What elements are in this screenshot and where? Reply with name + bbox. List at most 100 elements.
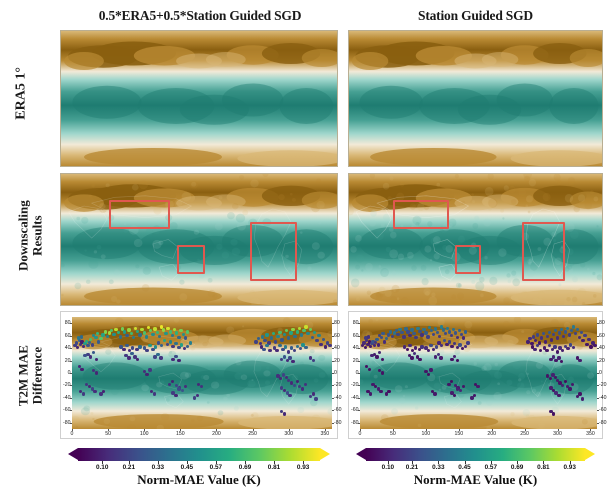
- x-tick-label: 250: [520, 430, 529, 437]
- scatter-point: [180, 343, 184, 347]
- scatter-point: [575, 327, 579, 332]
- scatter-point: [420, 345, 424, 349]
- y-tick-label-right: 60: [334, 332, 340, 339]
- scatter-point: [83, 353, 87, 358]
- scatter-point: [577, 335, 581, 340]
- scatter-point: [74, 341, 79, 345]
- scatter-point: [127, 328, 131, 332]
- scatter-point: [426, 372, 431, 376]
- scatter-point: [103, 330, 107, 334]
- x-tick-mark: [144, 429, 146, 431]
- y-tick-mark-right: [332, 385, 334, 387]
- scatter-point: [170, 333, 175, 338]
- scatter-point: [450, 357, 454, 361]
- y-tick-label-left: 40: [64, 345, 71, 352]
- scatter-point: [276, 334, 280, 338]
- y-tick-mark-left: [358, 410, 360, 412]
- x-tick-mark: [252, 429, 254, 431]
- x-tick-label: 300: [553, 430, 562, 437]
- x-tick-mark: [108, 429, 110, 431]
- scatter-point: [84, 339, 89, 343]
- colorbar-title: Norm-MAE Value (K): [137, 472, 261, 487]
- scatter-point: [424, 331, 428, 335]
- scatter-point: [366, 342, 370, 347]
- colorbar-tick-label: 0.45: [180, 464, 194, 471]
- scatter-point: [371, 382, 375, 386]
- scatter-point: [532, 335, 536, 339]
- scatter-point: [414, 335, 418, 340]
- scatter-point: [403, 345, 407, 349]
- x-tick-mark: [458, 429, 460, 431]
- scatter-point: [295, 344, 300, 348]
- scatter-point: [580, 397, 585, 401]
- scatter-point: [76, 345, 80, 350]
- scatter-point: [259, 345, 263, 349]
- scatter-point: [80, 367, 84, 371]
- scatter-point: [550, 347, 554, 352]
- scatter-point: [575, 356, 579, 360]
- y-tick-label-right: -40: [599, 394, 607, 401]
- x-tick-mark: [590, 429, 592, 431]
- scatter-point: [555, 336, 560, 340]
- y-tick-mark-right: [597, 410, 599, 412]
- scatter-point: [568, 387, 572, 391]
- scatter-point: [325, 341, 330, 345]
- y-tick-label-left: 0: [62, 370, 71, 376]
- x-tick-label: 50: [390, 430, 396, 437]
- scatter-point: [555, 350, 560, 354]
- scatter-point: [136, 357, 140, 361]
- colorbar-tick-mark: [102, 461, 104, 464]
- scatter-point: [453, 342, 457, 346]
- scatter-point: [308, 327, 313, 332]
- scatter-point: [114, 327, 118, 332]
- scatter-point: [376, 343, 381, 347]
- x-tick-label: 350: [320, 430, 330, 437]
- scatter-point: [587, 337, 591, 342]
- scatter-point: [430, 328, 434, 333]
- y-tick-mark-right: [597, 385, 599, 387]
- scatter-point: [130, 352, 134, 356]
- scatter-point: [416, 326, 420, 330]
- scatter-point: [152, 392, 157, 396]
- scatter-point: [473, 382, 477, 386]
- y-tick-mark-right: [332, 335, 334, 337]
- y-tick-mark-left: [70, 323, 72, 325]
- scatter-point: [458, 343, 462, 347]
- colorbar-tick-label: 0.69: [510, 464, 524, 471]
- scatter-point: [140, 327, 144, 332]
- scatter-point: [297, 384, 302, 389]
- scatter-point: [157, 334, 162, 338]
- scatter-point: [563, 380, 568, 384]
- colorbar-tick-mark: [517, 461, 519, 464]
- scatter-point: [301, 343, 305, 347]
- mae-scatter-axes-col-right: 0 50 100 150 200 250 300 350 -80 -80 -60 -60 -40 -40-…: [348, 311, 607, 439]
- colorbar-tick-label: 0.57: [209, 464, 223, 471]
- scatter-point: [381, 332, 385, 336]
- scatter-point: [145, 372, 149, 376]
- colorbar-tick-mark: [464, 461, 466, 464]
- x-tick-mark: [425, 429, 427, 431]
- scatter-point: [536, 343, 540, 348]
- y-tick-mark-left: [70, 360, 72, 362]
- scatter-point: [119, 345, 123, 349]
- scatter-point: [281, 347, 285, 352]
- y-tick-label-left: 80: [352, 320, 359, 327]
- scatter-point: [165, 342, 170, 347]
- scatter-point: [256, 337, 261, 341]
- scatter-point: [412, 352, 417, 356]
- y-tick-label-right: 60: [599, 332, 605, 339]
- colorbar-gradient: [366, 448, 585, 461]
- scatter-point: [122, 347, 126, 352]
- scatter-point: [73, 343, 77, 348]
- colorbar-tick-label: 0.21: [122, 464, 136, 471]
- scatter-point: [78, 389, 83, 394]
- scatter-point: [87, 384, 92, 389]
- mae-scatter-plotarea-col-left: [72, 317, 332, 429]
- scatter-point: [133, 326, 138, 330]
- scatter-point: [394, 328, 398, 333]
- scatter-point: [453, 393, 457, 398]
- y-tick-label-right: 40: [599, 345, 605, 352]
- scatter-point: [128, 348, 132, 353]
- scatter-point: [370, 342, 374, 346]
- x-tick-mark: [72, 429, 73, 431]
